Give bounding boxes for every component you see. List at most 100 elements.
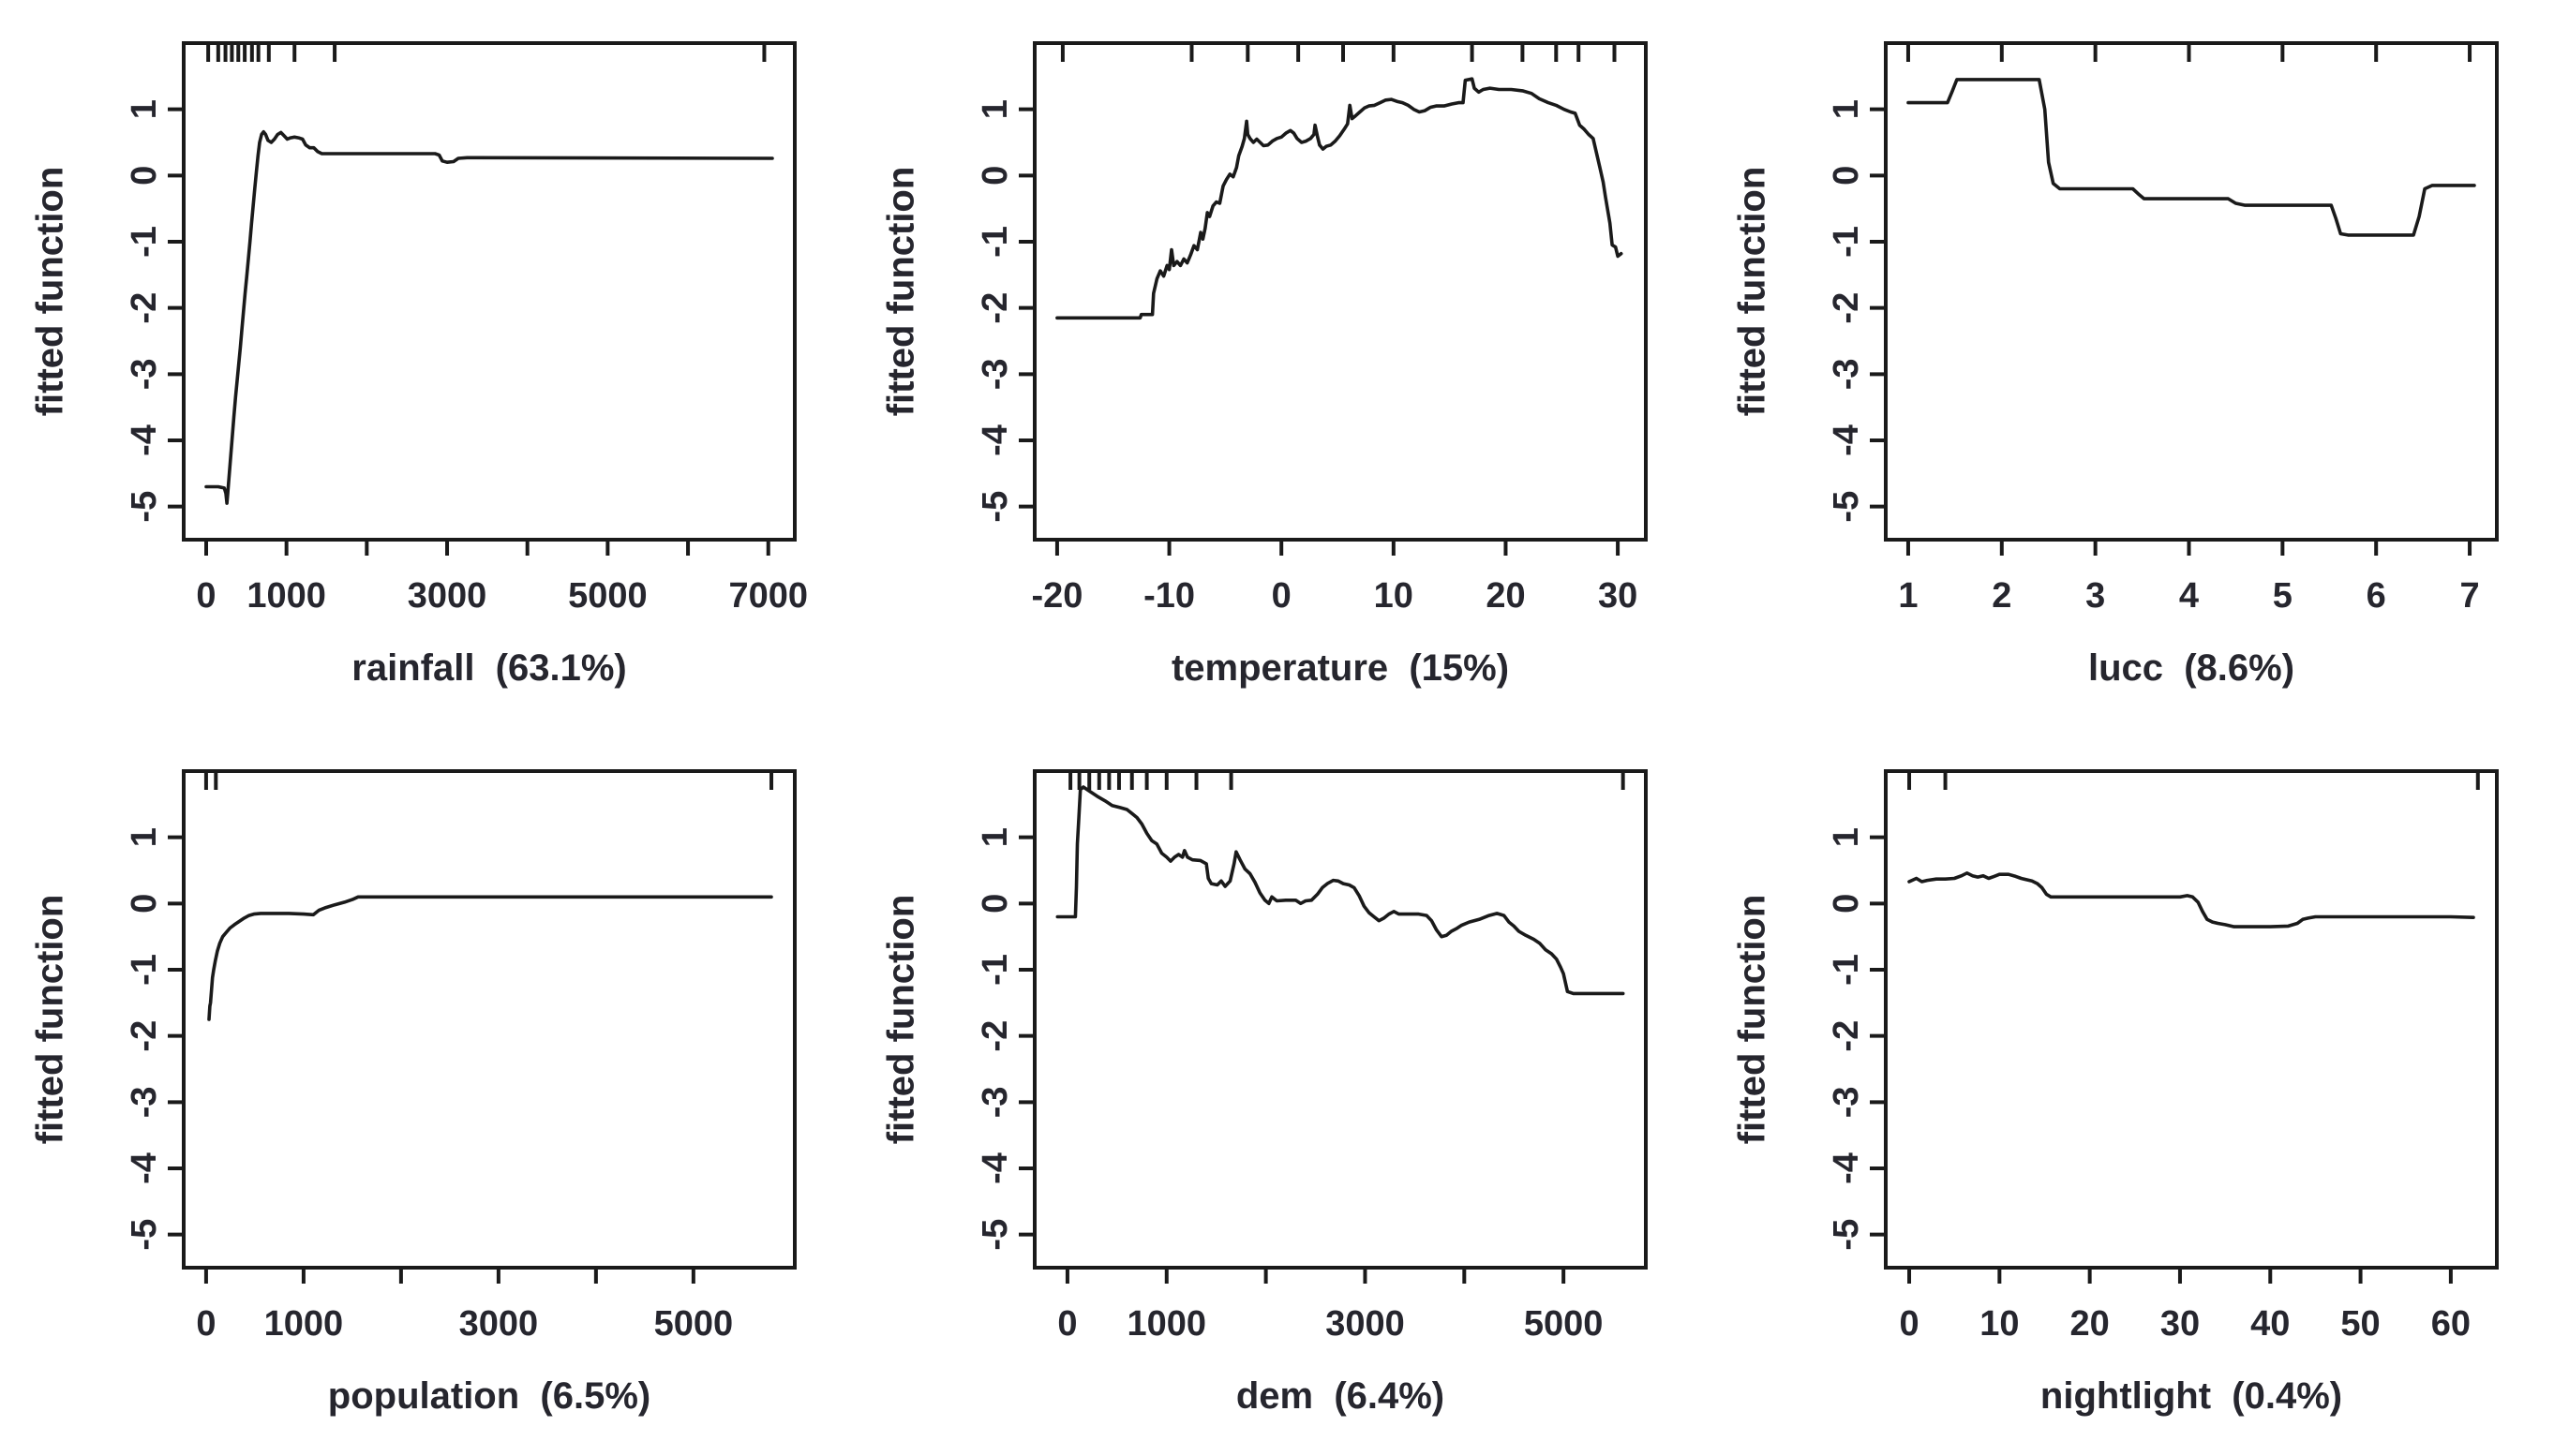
y-tick-label: -2 — [1827, 1020, 1866, 1052]
y-tick-label: -4 — [125, 424, 164, 456]
x-tick-label: 1000 — [1127, 1304, 1206, 1344]
y-axis-label: fitted function — [30, 167, 71, 417]
y-axis-label: fitted function — [1732, 167, 1773, 417]
y-tick-label: 0 — [1827, 166, 1866, 186]
x-axis-label: population (6.5%) — [328, 1375, 650, 1417]
y-tick-label: -3 — [1827, 1086, 1866, 1118]
y-tick-label: -4 — [125, 1152, 164, 1184]
panel-dem: 1 0 -1 -2 -3 -4 -5 fitted function 0 1000 3000 5000… — [851, 728, 1702, 1456]
x-tick-label: 20 — [2070, 1304, 2110, 1344]
y-tick-label: 0 — [125, 894, 164, 914]
fitted-function-curve — [1907, 871, 2475, 929]
panel-lucc: 1 0 -1 -2 -3 -4 -5 fitted function 1 2 3 4 5 6 7 lucc (… — [1702, 0, 2553, 728]
y-tick-label: -2 — [976, 292, 1015, 324]
plot-box — [1884, 41, 2499, 542]
y-tick-label: 1 — [976, 99, 1015, 119]
y-tick-label: 0 — [976, 166, 1015, 186]
fitted-function-curve — [1906, 78, 2476, 237]
y-tick-label: -4 — [976, 424, 1015, 456]
x-tick-label: 30 — [2160, 1304, 2200, 1344]
y-tick-label: -5 — [976, 1219, 1015, 1251]
partial-dependence-plot-population: 1 0 -1 -2 -3 -4 -5 fitted function 0 1000 3000 5000… — [30, 769, 797, 1417]
panel-temperature: 1 0 -1 -2 -3 -4 -5 fitted function -20 -10 0 10 20 30… — [851, 0, 1702, 728]
y-tick-label: 1 — [125, 827, 164, 847]
x-tick-label: 5000 — [1524, 1304, 1604, 1344]
x-tick-label: 3 — [2085, 576, 2105, 616]
x-tick-label: 7000 — [728, 576, 808, 616]
y-tick-label: -3 — [976, 358, 1015, 390]
x-tick-label: 0 — [1899, 1304, 1919, 1344]
y-tick-label: -1 — [125, 954, 164, 986]
y-tick-label: 1 — [125, 99, 164, 119]
plot-box — [1033, 769, 1648, 1270]
y-tick-label: 0 — [1827, 894, 1866, 914]
y-tick-label: 1 — [1827, 827, 1866, 847]
partial-dependence-plot-rainfall: 1 0 -1 -2 -3 -4 -5 fitted function 0 1000 3000 5000… — [30, 41, 808, 689]
x-tick-label: 7 — [2459, 576, 2479, 616]
y-axis-label: fitted function — [1732, 895, 1773, 1145]
fitted-function-curve — [1055, 785, 1625, 996]
y-tick-label: -1 — [976, 226, 1015, 258]
y-tick-label: -4 — [976, 1152, 1015, 1184]
y-tick-label: -5 — [1827, 1219, 1866, 1251]
y-tick-label: -3 — [976, 1086, 1015, 1118]
y-axis-label: fitted function — [881, 167, 922, 417]
y-tick-label: -1 — [1827, 226, 1866, 258]
fitted-function-curve — [1055, 77, 1623, 320]
x-tick-label: -20 — [1031, 576, 1083, 616]
x-axis-label: dem (6.4%) — [1236, 1375, 1444, 1417]
x-tick-label: 30 — [1598, 576, 1637, 616]
y-tick-label: -2 — [976, 1020, 1015, 1052]
x-tick-label: 5000 — [654, 1304, 734, 1344]
y-tick-label: -5 — [1827, 491, 1866, 523]
fitted-function-curve — [207, 895, 773, 1021]
y-tick-label: -1 — [976, 954, 1015, 986]
x-tick-label: 40 — [2250, 1304, 2290, 1344]
y-tick-label: 1 — [1827, 99, 1866, 119]
plot-box — [182, 41, 797, 542]
x-tick-label: 0 — [1057, 1304, 1077, 1344]
x-axis-label: nightlight (0.4%) — [2040, 1375, 2342, 1417]
x-tick-label: 3000 — [1325, 1304, 1405, 1344]
y-tick-label: -1 — [1827, 954, 1866, 986]
x-tick-label: 1000 — [246, 576, 326, 616]
x-tick-label: 2 — [1992, 576, 2011, 616]
partial-dependence-plot-lucc: 1 0 -1 -2 -3 -4 -5 fitted function 1 2 3 4 5 6 7 lucc (… — [1732, 41, 2499, 689]
y-tick-label: -1 — [125, 226, 164, 258]
x-tick-label: 0 — [196, 1304, 216, 1344]
x-tick-label: 0 — [196, 576, 216, 616]
panel-rainfall: 1 0 -1 -2 -3 -4 -5 fitted function 0 1000 3000 5000… — [0, 0, 851, 728]
x-tick-label: 3000 — [459, 1304, 539, 1344]
y-tick-label: -5 — [125, 491, 164, 523]
plot-box — [182, 769, 797, 1270]
x-tick-label: -10 — [1143, 576, 1195, 616]
x-axis-label: rainfall (63.1%) — [351, 647, 626, 689]
x-tick-label: 0 — [1272, 576, 1292, 616]
y-tick-label: 0 — [125, 166, 164, 186]
y-tick-label: -2 — [125, 1020, 164, 1052]
y-tick-label: -5 — [976, 491, 1015, 523]
x-tick-label: 3000 — [408, 576, 487, 616]
x-tick-label: 60 — [2431, 1304, 2471, 1344]
y-tick-label: 1 — [976, 827, 1015, 847]
x-tick-label: 20 — [1486, 576, 1525, 616]
plot-box — [1884, 769, 2499, 1270]
x-tick-label: 5 — [2273, 576, 2293, 616]
x-tick-label: 10 — [1374, 576, 1413, 616]
y-tick-label: -4 — [1827, 1152, 1866, 1184]
panel-nightlight: 1 0 -1 -2 -3 -4 -5 fitted function 0 10 20 30 40 50 60… — [1702, 728, 2553, 1456]
x-tick-label: 1 — [1898, 576, 1918, 616]
y-tick-label: -5 — [125, 1219, 164, 1251]
fitted-function-curve — [204, 129, 774, 505]
y-tick-label: -2 — [125, 292, 164, 324]
x-tick-label: 1000 — [264, 1304, 344, 1344]
x-tick-label: 4 — [2179, 576, 2199, 616]
y-tick-label: -4 — [1827, 424, 1866, 456]
y-axis-label: fitted function — [30, 895, 71, 1145]
x-tick-label: 50 — [2340, 1304, 2380, 1344]
y-tick-label: -2 — [1827, 292, 1866, 324]
y-tick-label: -3 — [125, 358, 164, 390]
